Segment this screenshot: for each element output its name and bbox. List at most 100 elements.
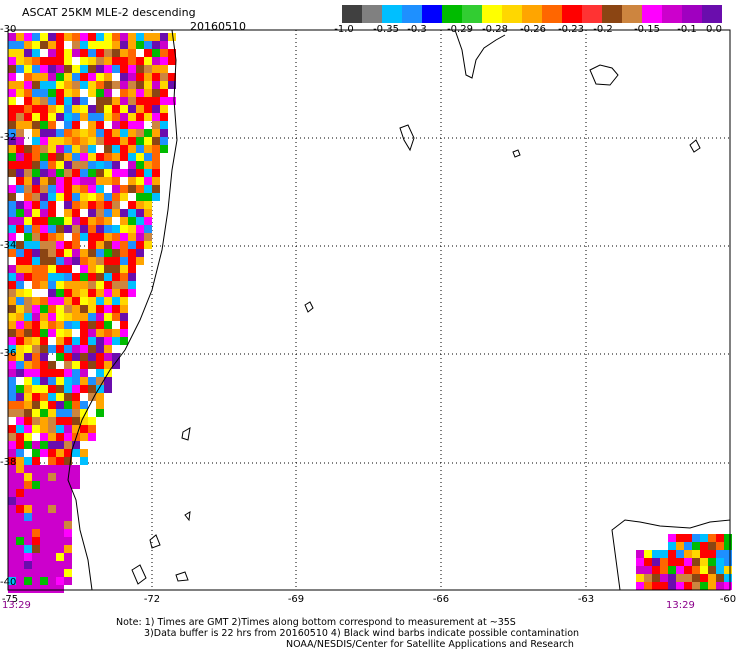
wind-cell xyxy=(652,566,660,574)
wind-cell xyxy=(16,153,24,161)
wind-cell xyxy=(48,57,56,65)
wind-cell xyxy=(64,529,72,537)
wind-cell xyxy=(40,425,48,433)
wind-cell xyxy=(80,249,88,257)
wind-cell xyxy=(8,193,16,201)
wind-cell xyxy=(8,33,16,41)
wind-cell xyxy=(48,113,56,121)
wind-cell xyxy=(64,465,72,473)
wind-cell xyxy=(32,185,40,193)
wind-cell xyxy=(56,225,64,233)
wind-cell xyxy=(136,89,144,97)
wind-cell xyxy=(24,529,32,537)
wind-cell xyxy=(112,97,120,105)
wind-cell xyxy=(16,313,24,321)
wind-cell xyxy=(16,129,24,137)
wind-cell xyxy=(56,241,64,249)
wind-cell xyxy=(112,193,120,201)
wind-cell xyxy=(80,81,88,89)
wind-cell xyxy=(48,433,56,441)
wind-cell xyxy=(88,321,96,329)
wind-cell xyxy=(144,161,152,169)
wind-cell xyxy=(56,177,64,185)
wind-cell xyxy=(64,337,72,345)
wind-cell xyxy=(48,41,56,49)
wind-cell xyxy=(24,433,32,441)
wind-cell xyxy=(152,161,160,169)
wind-cell xyxy=(160,33,168,41)
colorbar-swatch xyxy=(442,5,462,23)
wind-cell xyxy=(136,81,144,89)
wind-cell xyxy=(56,41,64,49)
wind-cell xyxy=(48,489,56,497)
wind-cell xyxy=(160,41,168,49)
wind-cell xyxy=(120,233,128,241)
wind-cell xyxy=(40,201,48,209)
wind-cell xyxy=(80,225,88,233)
wind-cell xyxy=(72,441,80,449)
wind-cell xyxy=(80,137,88,145)
wind-cell xyxy=(32,177,40,185)
wind-cell xyxy=(104,265,112,273)
wind-cell xyxy=(72,113,80,121)
wind-cell xyxy=(120,33,128,41)
wind-cell xyxy=(88,377,96,385)
wind-cell xyxy=(88,273,96,281)
wind-cell xyxy=(708,550,716,558)
wind-cell xyxy=(636,558,644,566)
wind-cell xyxy=(160,73,168,81)
wind-cell xyxy=(160,137,168,145)
wind-cell xyxy=(40,465,48,473)
wind-cell xyxy=(72,217,80,225)
wind-cell xyxy=(32,417,40,425)
wind-cell xyxy=(152,129,160,137)
wind-cell xyxy=(8,553,16,561)
colorbar-swatch xyxy=(482,5,502,23)
wind-cell xyxy=(64,225,72,233)
wind-cell xyxy=(104,209,112,217)
wind-cell xyxy=(64,145,72,153)
wind-cell xyxy=(64,385,72,393)
wind-cell xyxy=(88,41,96,49)
wind-cell xyxy=(32,113,40,121)
wind-cell xyxy=(144,217,152,225)
coastline-path xyxy=(589,64,619,86)
wind-cell xyxy=(48,129,56,137)
wind-cell xyxy=(24,337,32,345)
wind-cell xyxy=(56,193,64,201)
wind-cell xyxy=(80,185,88,193)
wind-cell xyxy=(64,497,72,505)
wind-cell xyxy=(8,481,16,489)
wind-cell xyxy=(152,81,160,89)
wind-cell xyxy=(16,81,24,89)
wind-cell xyxy=(144,241,152,249)
wind-cell xyxy=(48,505,56,513)
wind-cell xyxy=(64,393,72,401)
wind-cell xyxy=(64,209,72,217)
wind-cell xyxy=(136,225,144,233)
wind-cell xyxy=(56,457,64,465)
wind-cell xyxy=(24,121,32,129)
wind-cell xyxy=(40,553,48,561)
wind-cell xyxy=(152,121,160,129)
wind-cell xyxy=(88,297,96,305)
wind-cell xyxy=(64,329,72,337)
wind-cell xyxy=(56,369,64,377)
wind-cell xyxy=(644,550,652,558)
wind-cell xyxy=(144,193,152,201)
wind-cell xyxy=(112,137,120,145)
wind-cell xyxy=(24,105,32,113)
wind-cell xyxy=(160,97,168,105)
wind-cell xyxy=(32,241,40,249)
wind-cell xyxy=(48,521,56,529)
wind-cell xyxy=(48,409,56,417)
wind-cell xyxy=(16,401,24,409)
wind-cell xyxy=(64,489,72,497)
wind-data-cells xyxy=(8,33,732,593)
wind-cell xyxy=(48,281,56,289)
wind-cell xyxy=(24,521,32,529)
wind-cell xyxy=(24,305,32,313)
wind-cell xyxy=(16,489,24,497)
wind-cell xyxy=(96,113,104,121)
wind-cell xyxy=(8,369,16,377)
